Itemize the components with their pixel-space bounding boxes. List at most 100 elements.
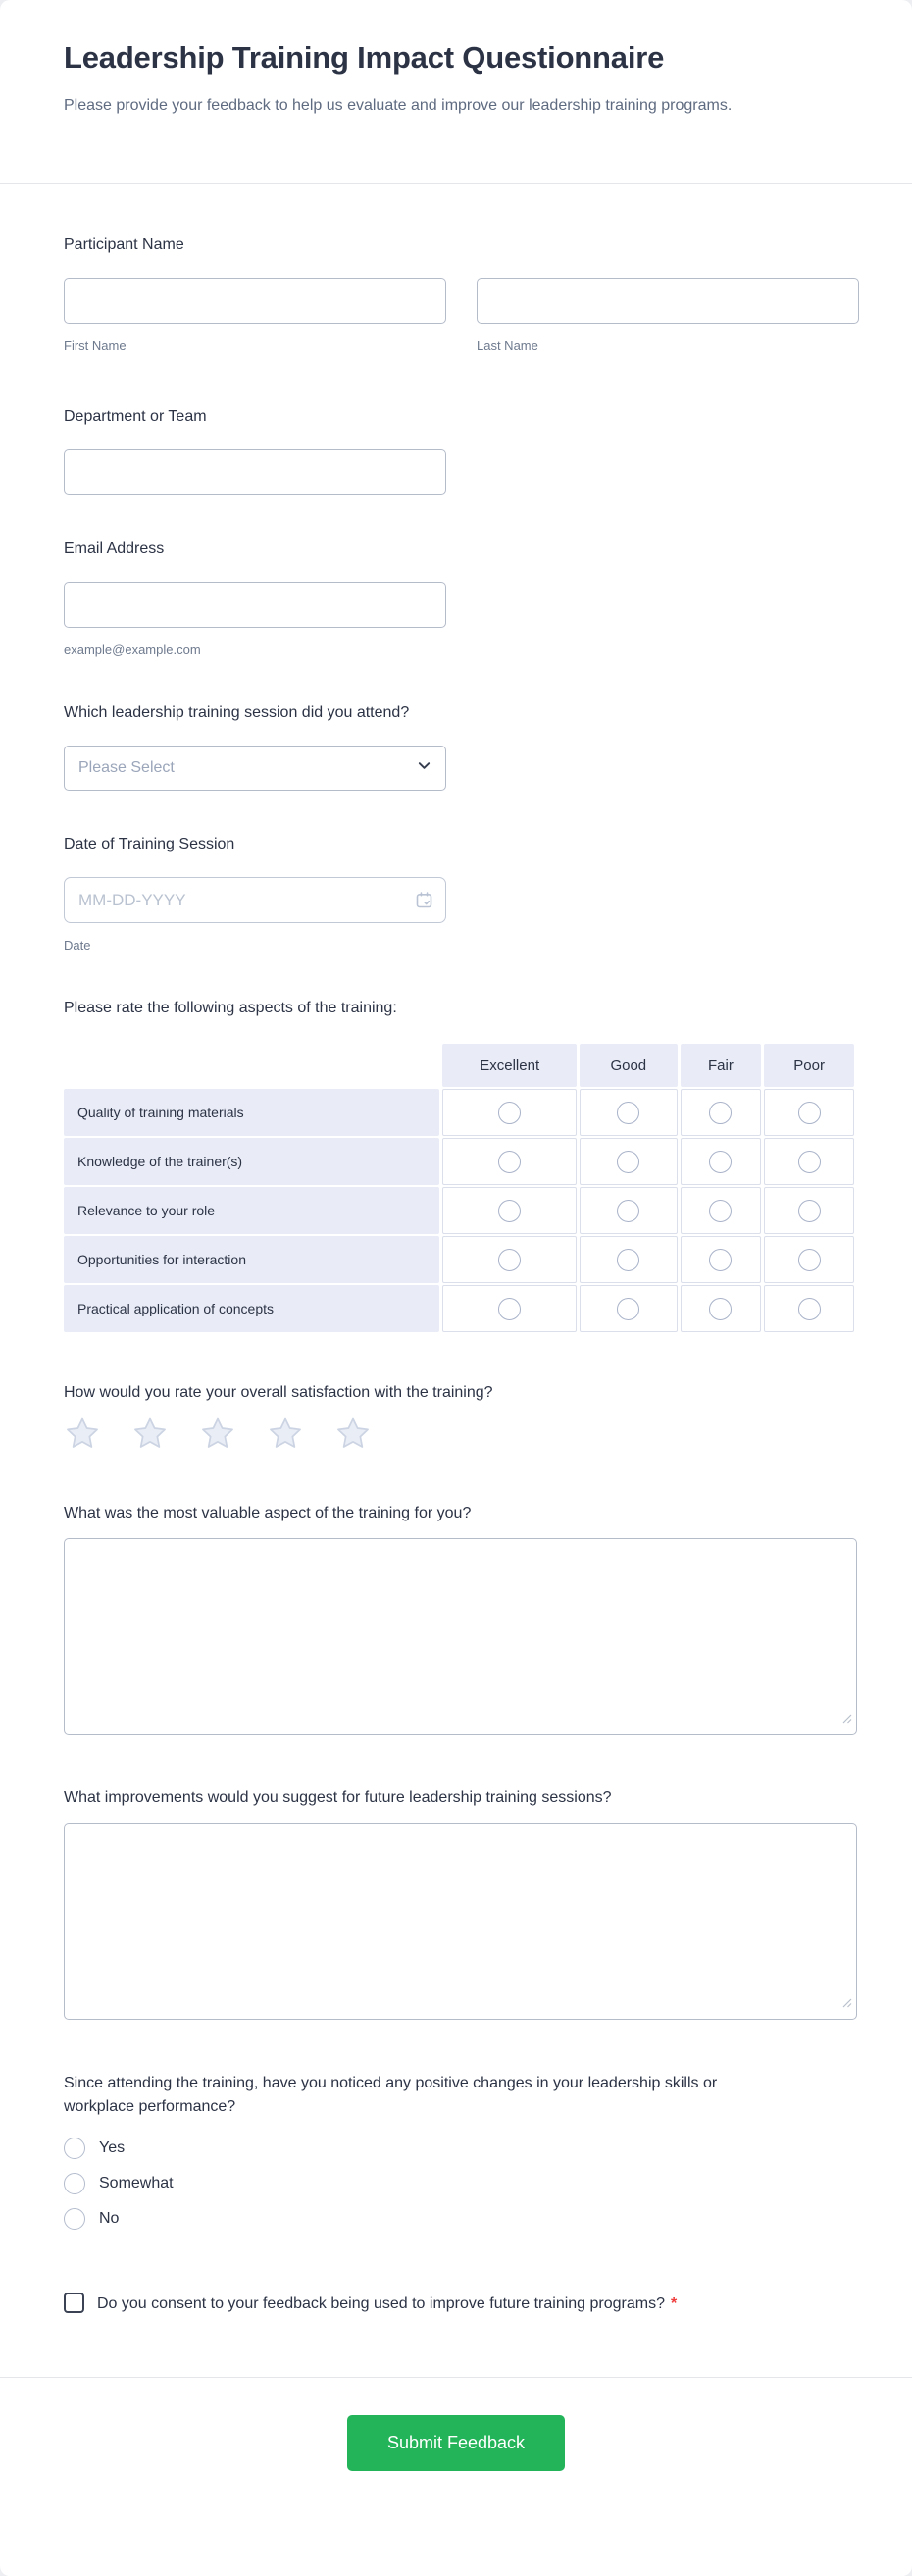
radio-relevance-good[interactable] <box>617 1199 640 1222</box>
rating-matrix-table: Excellent Good Fair Poor Quality of trai… <box>61 1042 857 1334</box>
improvements-textarea[interactable] <box>64 1823 857 2020</box>
matrix-row-label: Practical application of concepts <box>64 1285 440 1332</box>
radio-relevance-excellent[interactable] <box>498 1199 522 1222</box>
first-name-input[interactable] <box>64 278 446 324</box>
radio-relevance-poor[interactable] <box>797 1199 821 1222</box>
first-name-sublabel: First Name <box>64 338 127 353</box>
last-name-sublabel: Last Name <box>477 338 538 353</box>
radio-interaction-fair[interactable] <box>709 1248 733 1271</box>
last-name-input[interactable] <box>477 278 859 324</box>
option-somewhat: Somewhat <box>64 2173 857 2194</box>
rating-label: Please rate the following aspects of the… <box>64 1000 397 1016</box>
matrix-col-excellent: Excellent <box>442 1044 577 1087</box>
star-icon-3[interactable] <box>199 1416 236 1458</box>
consent-checkbox[interactable] <box>64 2293 84 2313</box>
radio-practical-excellent[interactable] <box>498 1297 522 1320</box>
matrix-row-practical: Practical application of concepts <box>64 1285 854 1332</box>
option-no-label: No <box>99 2210 120 2227</box>
matrix-row-knowledge: Knowledge of the trainer(s) <box>64 1138 854 1185</box>
radio-practical-good[interactable] <box>617 1297 640 1320</box>
field-consent: Do you consent to your feedback being us… <box>64 2292 857 2316</box>
matrix-row-label: Opportunities for interaction <box>64 1236 440 1283</box>
option-no: No <box>64 2208 857 2230</box>
valuable-aspect-textarea[interactable] <box>64 1538 857 1735</box>
resize-handle-icon[interactable] <box>842 1995 852 2013</box>
radio-practical-fair[interactable] <box>709 1297 733 1320</box>
calendar-icon[interactable] <box>414 890 434 915</box>
radio-quality-fair[interactable] <box>709 1101 733 1124</box>
email-sublabel: example@example.com <box>64 643 201 657</box>
department-input[interactable] <box>64 449 446 495</box>
matrix-row-interaction: Opportunities for interaction <box>64 1236 854 1283</box>
radio-interaction-good[interactable] <box>617 1248 640 1271</box>
form-title: Leadership Training Impact Questionnaire <box>64 40 665 75</box>
field-improvements: What improvements would you suggest for … <box>64 1786 857 2020</box>
training-date-input[interactable] <box>64 877 446 923</box>
form-body: Participant Name First Name Last Name De… <box>0 184 912 2377</box>
header-divider <box>0 183 912 184</box>
radio-quality-poor[interactable] <box>797 1101 821 1124</box>
department-label: Department or Team <box>64 408 207 425</box>
star-icon-5[interactable] <box>334 1416 372 1458</box>
field-positive-changes: Since attending the training, have you n… <box>64 2072 857 2230</box>
radio-relevance-fair[interactable] <box>709 1199 733 1222</box>
matrix-row-label: Relevance to your role <box>64 1187 440 1234</box>
field-valuable-aspect: What was the most valuable aspect of the… <box>64 1502 857 1735</box>
radio-practical-poor[interactable] <box>797 1297 821 1320</box>
participant-name-label: Participant Name <box>64 236 184 253</box>
chevron-down-icon <box>417 758 431 778</box>
session-select-value: Please Select <box>78 759 175 776</box>
matrix-row-label: Knowledge of the trainer(s) <box>64 1138 440 1185</box>
option-yes-label: Yes <box>99 2139 126 2156</box>
email-label: Email Address <box>64 541 165 557</box>
radio-no[interactable] <box>64 2208 85 2230</box>
matrix-col-poor: Poor <box>764 1044 854 1087</box>
field-email: Email Address example@example.com <box>64 538 857 659</box>
positive-changes-label: Since attending the training, have you n… <box>64 2075 718 2115</box>
training-date-label: Date of Training Session <box>64 836 235 852</box>
submit-button[interactable]: Submit Feedback <box>347 2415 565 2471</box>
radio-interaction-excellent[interactable] <box>498 1248 522 1271</box>
field-satisfaction: How would you rate your overall satisfac… <box>64 1381 857 1458</box>
satisfaction-label: How would you rate your overall satisfac… <box>64 1384 493 1401</box>
matrix-col-fair: Fair <box>680 1044 762 1087</box>
star-rating <box>64 1416 857 1458</box>
consent-label: Do you consent to your feedback being us… <box>97 2295 665 2312</box>
matrix-row-relevance: Relevance to your role <box>64 1187 854 1234</box>
session-label: Which leadership training session did yo… <box>64 704 410 721</box>
consent-row: Do you consent to your feedback being us… <box>64 2292 750 2316</box>
star-icon-4[interactable] <box>267 1416 304 1458</box>
matrix-row-label: Quality of training materials <box>64 1089 440 1136</box>
option-somewhat-label: Somewhat <box>99 2175 174 2191</box>
option-yes: Yes <box>64 2138 857 2159</box>
field-session: Which leadership training session did yo… <box>64 701 857 791</box>
radio-knowledge-good[interactable] <box>617 1150 640 1173</box>
required-asterisk: * <box>671 2295 678 2312</box>
form-subtitle: Please provide your feedback to help us … <box>64 97 733 114</box>
matrix-row-quality: Quality of training materials <box>64 1089 854 1136</box>
star-icon-1[interactable] <box>64 1416 101 1458</box>
radio-knowledge-poor[interactable] <box>797 1150 821 1173</box>
field-department: Department or Team <box>64 405 857 495</box>
session-select[interactable]: Please Select <box>64 746 446 791</box>
improvements-label: What improvements would you suggest for … <box>64 1789 612 1806</box>
field-training-date: Date of Training Session Date <box>64 833 857 954</box>
footer-divider <box>0 2377 912 2378</box>
radio-quality-good[interactable] <box>617 1101 640 1124</box>
radio-quality-excellent[interactable] <box>498 1101 522 1124</box>
email-input[interactable] <box>64 582 446 628</box>
resize-handle-icon[interactable] <box>842 1711 852 1728</box>
radio-yes[interactable] <box>64 2138 85 2159</box>
field-participant-name: Participant Name First Name Last Name <box>64 233 859 355</box>
matrix-corner-cell <box>64 1044 439 1087</box>
radio-knowledge-excellent[interactable] <box>498 1150 522 1173</box>
field-rating-matrix: Please rate the following aspects of the… <box>64 997 857 1334</box>
radio-knowledge-fair[interactable] <box>709 1150 733 1173</box>
matrix-col-good: Good <box>579 1044 678 1087</box>
radio-interaction-poor[interactable] <box>797 1248 821 1271</box>
radio-somewhat[interactable] <box>64 2173 85 2194</box>
form-footer: Submit Feedback <box>0 2378 912 2471</box>
valuable-aspect-label: What was the most valuable aspect of the… <box>64 1505 472 1521</box>
star-icon-2[interactable] <box>131 1416 169 1458</box>
